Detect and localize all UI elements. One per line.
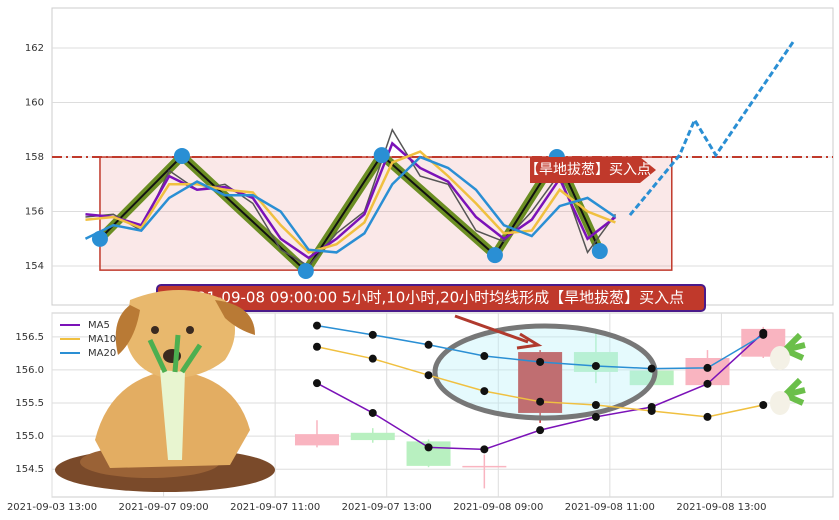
y-tick-label: 156	[25, 207, 44, 218]
y-tick-label: 158	[25, 152, 44, 163]
x-tick-label: 2021-09-08 11:00	[565, 502, 655, 513]
ma-dot	[647, 364, 656, 373]
candle-body	[350, 432, 395, 441]
candle-body	[462, 465, 507, 468]
y-tick-label: 155.0	[15, 431, 44, 442]
pivot-marker	[91, 230, 108, 247]
series-line	[85, 150, 616, 254]
ma-dot	[312, 321, 321, 330]
ma-dot	[703, 379, 712, 388]
x-tick-label: 2021-09-03 13:00	[7, 502, 97, 513]
legend-label: MA10	[88, 334, 116, 345]
ma-dot	[480, 445, 489, 454]
ma-dot	[703, 412, 712, 421]
highlight-arrow	[454, 314, 543, 350]
ma-dot	[703, 363, 712, 372]
ma-dot	[368, 330, 377, 339]
ma-dot	[591, 361, 600, 370]
ma-dot	[759, 330, 768, 339]
x-tick-label: 2021-09-07 11:00	[230, 502, 320, 513]
illustration	[55, 290, 806, 492]
pivot-marker	[591, 243, 608, 260]
ma-dot	[536, 397, 545, 406]
plot: 154 156 158 160 162 【旱地拔葱】买入点 2021-09-08 09:00…	[7, 7, 834, 513]
projection	[628, 39, 796, 217]
ma-dot	[591, 401, 600, 409]
x-tick-label: 2021-09-07 13:00	[342, 502, 432, 513]
ma-dot	[591, 412, 600, 421]
ma-dot	[424, 443, 433, 452]
candle-body	[294, 434, 339, 446]
y-tick-label: 156.5	[15, 332, 44, 343]
series-line	[85, 128, 617, 268]
x-tick-label: 2021-09-07 09:00	[119, 502, 209, 513]
series-line	[84, 155, 617, 254]
ma-dot	[480, 387, 489, 396]
ma-dot	[312, 379, 321, 388]
ma-dot	[536, 426, 545, 435]
series-line	[85, 141, 617, 260]
ma-dot	[424, 371, 433, 380]
caption: 2021-09-08 09:00:00 5小时,10小时,20小时均线形成【旱地…	[178, 289, 684, 307]
y-tick-label: 160	[25, 98, 44, 109]
ma-dot	[368, 408, 377, 417]
y-tick-label: 155.5	[15, 398, 44, 409]
y-tick-label: 154.5	[15, 464, 44, 475]
pivot-marker	[173, 147, 190, 164]
pivot-marker	[373, 147, 390, 164]
legend-label: MA20	[88, 348, 116, 359]
ma-dot	[536, 357, 545, 366]
pivot-marker	[297, 262, 314, 279]
ma-dot	[759, 401, 768, 409]
legend-label: MA5	[88, 320, 110, 331]
y-tick-label: 156.0	[15, 365, 44, 376]
highlight-ellipse	[432, 323, 658, 421]
ma-dot	[368, 354, 377, 363]
y-tick-label: 154	[25, 261, 44, 272]
annotation: 【旱地拔葱】买入点	[525, 162, 651, 178]
ma-dot	[312, 342, 321, 351]
ma-dot	[647, 406, 656, 415]
y-tick-label: 162	[25, 43, 44, 54]
ma-dot	[480, 352, 489, 361]
annotation-box	[530, 157, 656, 183]
x-tick-label: 2021-09-08 09:00	[453, 502, 543, 513]
pivot-marker	[486, 247, 503, 264]
ma-dot	[424, 340, 433, 349]
x-tick-label: 2021-09-08 13:00	[676, 502, 766, 513]
